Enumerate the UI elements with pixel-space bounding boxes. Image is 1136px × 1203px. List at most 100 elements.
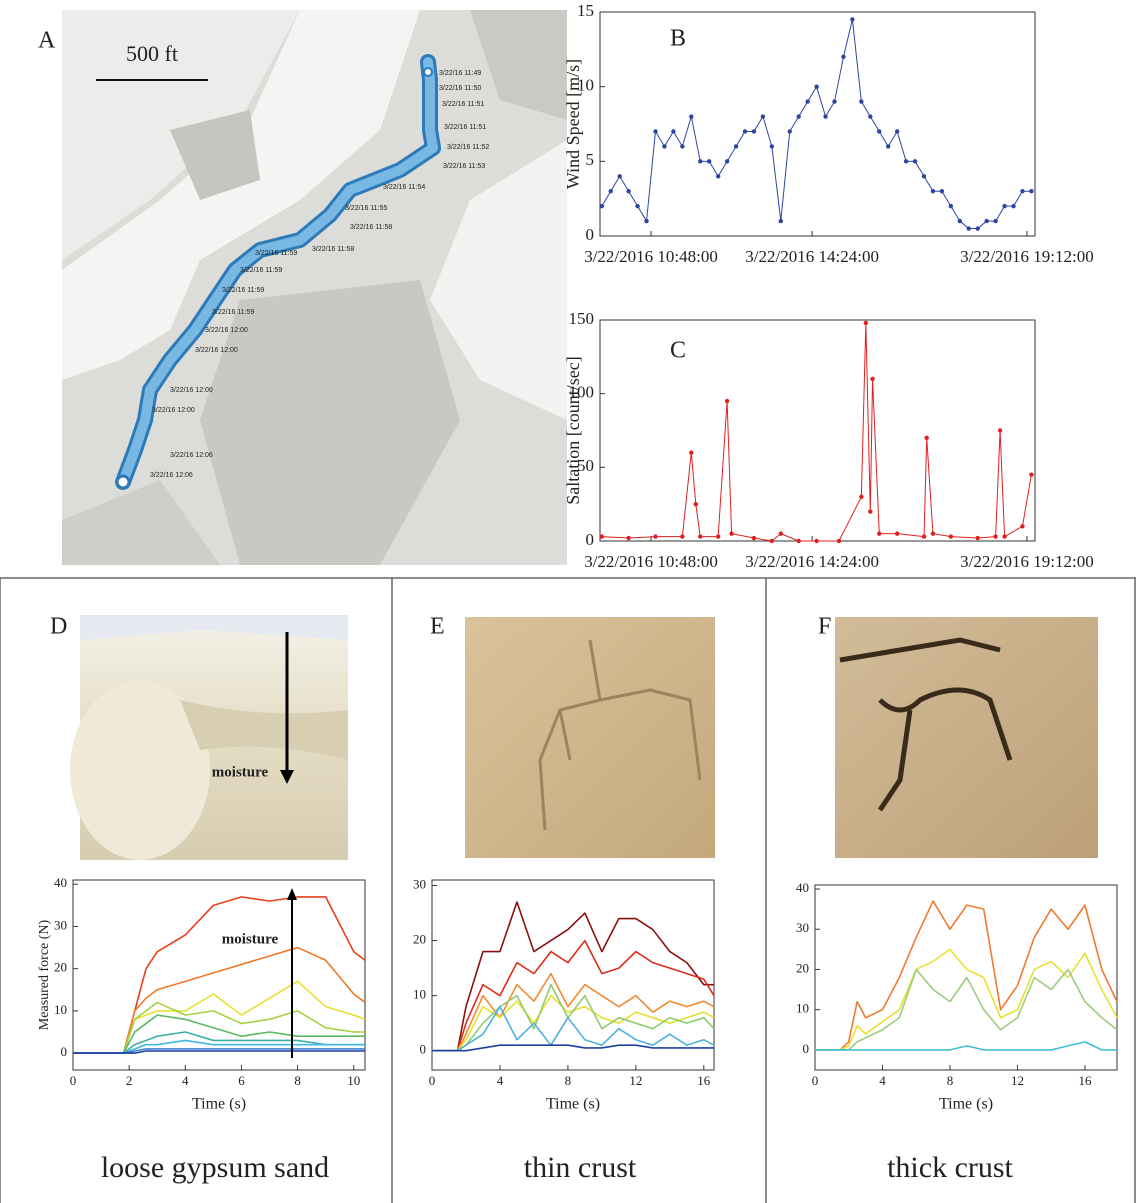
x-tick-label: 3/22/2016 14:24:00 bbox=[745, 247, 879, 266]
x-tick-label: 12 bbox=[629, 1073, 642, 1088]
data-point bbox=[949, 534, 953, 538]
data-point bbox=[922, 534, 926, 538]
y-tick-label: 0 bbox=[420, 1042, 427, 1057]
photo bbox=[465, 617, 715, 858]
x-tick-label: 16 bbox=[697, 1073, 711, 1088]
x-tick-label: 3/22/2016 14:24:00 bbox=[745, 552, 879, 571]
x-tick-label: 10 bbox=[347, 1073, 360, 1088]
data-point bbox=[823, 114, 827, 118]
y-tick-label: 0 bbox=[61, 1044, 68, 1059]
data-point bbox=[895, 531, 899, 535]
data-point bbox=[1002, 204, 1006, 208]
data-point bbox=[998, 428, 1002, 432]
data-point bbox=[940, 189, 944, 193]
map bbox=[62, 10, 567, 565]
data-point bbox=[976, 226, 980, 230]
data-point bbox=[993, 534, 997, 538]
data-point bbox=[662, 144, 666, 148]
y-tick-label: 10 bbox=[413, 987, 426, 1002]
data-point bbox=[725, 399, 729, 403]
data-point bbox=[770, 539, 774, 543]
data-point bbox=[832, 99, 836, 103]
x-axis-label: Time (s) bbox=[939, 1096, 993, 1113]
data-point bbox=[868, 509, 872, 513]
x-tick-label: 4 bbox=[182, 1073, 189, 1088]
data-point bbox=[779, 219, 783, 223]
y-tick-label: 20 bbox=[54, 960, 67, 975]
data-point bbox=[635, 204, 639, 208]
data-point bbox=[1002, 534, 1006, 538]
data-point bbox=[967, 226, 971, 230]
data-point bbox=[680, 534, 684, 538]
data-point bbox=[725, 159, 729, 163]
data-point bbox=[752, 129, 756, 133]
x-tick-label: 4 bbox=[497, 1073, 504, 1088]
data-point bbox=[814, 84, 818, 88]
timestamp-label: 3/22/16 11:58 bbox=[350, 224, 392, 231]
data-point bbox=[1011, 204, 1015, 208]
data-point bbox=[1029, 189, 1033, 193]
data-point bbox=[886, 144, 890, 148]
x-tick-label: 3/22/2016 19:12:00 bbox=[960, 552, 1094, 571]
panel-label: A bbox=[38, 28, 56, 54]
data-point bbox=[814, 539, 818, 543]
y-tick-label: 0 bbox=[803, 1041, 810, 1056]
data-point bbox=[680, 144, 684, 148]
y-tick-label: 30 bbox=[796, 920, 809, 935]
x-tick-label: 4 bbox=[879, 1073, 886, 1088]
y-tick-label: 40 bbox=[54, 875, 67, 890]
y-tick-label: 0 bbox=[586, 225, 595, 244]
x-tick-label: 3/22/2016 10:48:00 bbox=[584, 247, 718, 266]
data-point bbox=[913, 159, 917, 163]
x-tick-label: 3/22/2016 10:48:00 bbox=[584, 552, 718, 571]
timestamp-label: 3/22/16 11:55 bbox=[345, 205, 387, 212]
data-point bbox=[864, 321, 868, 325]
data-point bbox=[694, 502, 698, 506]
photo-annotation: moisture bbox=[212, 764, 269, 780]
x-tick-label: 6 bbox=[238, 1073, 245, 1088]
y-tick-label: 15 bbox=[577, 1, 594, 20]
x-tick-label: 0 bbox=[70, 1073, 77, 1088]
data-point bbox=[976, 536, 980, 540]
data-point bbox=[949, 204, 953, 208]
timestamp-label: 3/22/16 11:50 bbox=[439, 85, 481, 92]
x-tick-label: 0 bbox=[812, 1073, 819, 1088]
caption: thick crust bbox=[887, 1151, 1013, 1184]
data-point bbox=[734, 144, 738, 148]
data-point bbox=[895, 129, 899, 133]
data-point bbox=[653, 534, 657, 538]
panel-label: C bbox=[670, 338, 686, 364]
data-point bbox=[859, 99, 863, 103]
timestamp-label: 3/22/16 11:54 bbox=[383, 184, 425, 191]
data-point bbox=[797, 539, 801, 543]
timestamp-label: 3/22/16 11:49 bbox=[439, 70, 481, 77]
data-point bbox=[877, 531, 881, 535]
y-axis-label: Wind Speed [m/s] bbox=[563, 59, 583, 189]
data-point bbox=[609, 189, 613, 193]
x-axis-label: Time (s) bbox=[192, 1096, 246, 1113]
y-tick-label: 0 bbox=[586, 530, 595, 549]
caption: thin crust bbox=[524, 1151, 637, 1184]
data-point bbox=[729, 531, 733, 535]
x-tick-label: 2 bbox=[126, 1073, 133, 1088]
data-point bbox=[1020, 524, 1024, 528]
data-point bbox=[877, 129, 881, 133]
data-point bbox=[671, 129, 675, 133]
data-point bbox=[931, 531, 935, 535]
data-point bbox=[626, 536, 630, 540]
y-tick-label: 30 bbox=[54, 917, 67, 932]
data-point bbox=[716, 174, 720, 178]
timestamp-label: 3/22/16 11:58 bbox=[312, 246, 354, 253]
data-point bbox=[600, 534, 604, 538]
timestamp-label: 3/22/16 11:59 bbox=[212, 309, 254, 316]
x-tick-label: 12 bbox=[1011, 1073, 1024, 1088]
y-tick-label: 150 bbox=[569, 309, 595, 328]
data-point bbox=[752, 536, 756, 540]
timestamp-label: 3/22/16 11:52 bbox=[447, 144, 489, 151]
data-point bbox=[859, 495, 863, 499]
y-tick-label: 40 bbox=[796, 880, 809, 895]
timestamp-label: 3/22/16 11:59 bbox=[240, 267, 282, 274]
y-tick-label: 30 bbox=[413, 876, 426, 891]
caption: loose gypsum sand bbox=[101, 1151, 329, 1184]
timestamp-label: 3/22/16 11:51 bbox=[442, 101, 484, 108]
